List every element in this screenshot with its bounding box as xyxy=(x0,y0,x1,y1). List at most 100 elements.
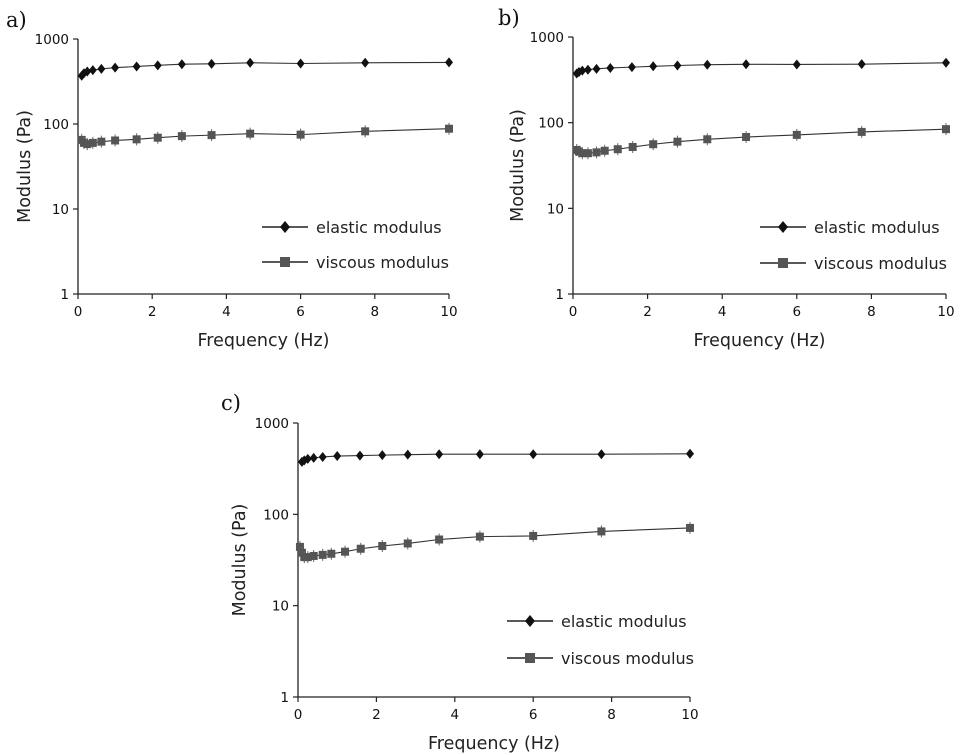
data-point-diamond xyxy=(742,59,751,70)
data-point-diamond xyxy=(309,452,318,463)
data-point-diamond xyxy=(403,449,412,460)
data-point-square xyxy=(613,145,622,154)
data-point-square xyxy=(153,133,162,142)
x-tick-label: 10 xyxy=(440,304,457,320)
y-axis-title: Modulus (Pa) xyxy=(230,504,250,617)
legend-label: elastic modulus xyxy=(561,612,687,631)
y-tick-label: 1 xyxy=(60,287,69,303)
y-tick-label: 1 xyxy=(280,690,289,706)
x-tick-label: 6 xyxy=(529,707,538,723)
data-point-square xyxy=(97,137,106,146)
y-tick-label: 100 xyxy=(538,116,564,132)
legend-marker-diamond xyxy=(525,615,535,627)
data-point-square xyxy=(207,131,216,140)
x-axis-title: Frequency (Hz) xyxy=(694,331,826,351)
data-point-diamond xyxy=(177,59,186,70)
data-point-square xyxy=(600,146,609,155)
series-elastic xyxy=(297,448,694,467)
x-tick-label: 8 xyxy=(607,707,616,723)
x-tick-label: 8 xyxy=(867,304,876,320)
data-point-diamond xyxy=(583,64,592,75)
data-point-diamond xyxy=(649,61,658,72)
legend-label: viscous modulus xyxy=(814,254,947,273)
data-point-diamond xyxy=(97,63,106,74)
data-point-square xyxy=(297,548,306,557)
chart-panel-2: b) 1 10 100 1000 0 2 4 6 8 10 Frequency (Hz) Modulus… xyxy=(498,6,955,351)
y-tick-label: 1000 xyxy=(255,416,289,432)
data-point-square xyxy=(592,148,601,157)
data-point-square xyxy=(341,547,350,556)
x-tick-label: 0 xyxy=(294,707,303,723)
x-tick-label: 6 xyxy=(296,304,305,320)
data-point-square xyxy=(686,523,694,532)
data-point-square xyxy=(378,542,387,551)
data-point-diamond xyxy=(303,453,312,464)
data-point-diamond xyxy=(606,62,615,73)
data-point-diamond xyxy=(132,61,141,72)
x-tick-label: 8 xyxy=(371,304,380,320)
data-point-square xyxy=(583,149,592,158)
data-point-diamond xyxy=(378,450,387,461)
data-point-square xyxy=(403,539,412,548)
data-point-diamond xyxy=(83,66,92,77)
chart-panel-3: c) 1 10 100 1000 0 2 4 6 8 10 Frequency (Hz) Modulus… xyxy=(221,391,699,754)
data-point-square xyxy=(673,137,682,146)
legend-label: viscous modulus xyxy=(561,649,694,668)
data-point-diamond xyxy=(435,449,444,460)
series-line xyxy=(299,527,691,558)
data-point-diamond xyxy=(673,60,682,71)
data-point-diamond xyxy=(246,57,255,68)
data-point-square xyxy=(475,532,484,541)
data-point-square xyxy=(318,550,327,559)
legend: elastic modulus viscous modulus xyxy=(262,218,449,272)
y-tick-label: 1000 xyxy=(530,30,564,46)
data-point-diamond xyxy=(88,65,97,76)
data-point-diamond xyxy=(529,449,538,460)
data-point-diamond xyxy=(792,59,801,70)
data-point-diamond xyxy=(592,63,601,74)
x-tick-label: 2 xyxy=(148,304,157,320)
x-tick-label: 0 xyxy=(569,304,578,320)
data-point-square xyxy=(529,531,538,540)
x-tick-label: 2 xyxy=(372,707,381,723)
x-tick-label: 0 xyxy=(74,304,83,320)
data-point-diamond xyxy=(445,57,453,68)
legend: elastic modulus viscous modulus xyxy=(760,218,947,273)
y-tick-label: 100 xyxy=(43,117,69,133)
series-elastic xyxy=(572,57,950,79)
x-axis-title: Frequency (Hz) xyxy=(428,734,560,754)
data-point-diamond xyxy=(627,62,636,73)
legend-label: viscous modulus xyxy=(316,253,449,272)
data-point-square xyxy=(649,140,658,149)
legend-marker-diamond xyxy=(280,221,290,233)
legend-label: elastic modulus xyxy=(316,218,442,237)
data-point-square xyxy=(597,527,606,536)
x-tick-label: 4 xyxy=(451,707,460,723)
data-point-diamond xyxy=(296,58,305,69)
data-point-square xyxy=(703,135,712,144)
data-point-square xyxy=(132,135,141,144)
data-point-square xyxy=(88,138,97,147)
legend-marker-square xyxy=(778,258,788,268)
y-tick-label: 1000 xyxy=(35,32,69,48)
legend-marker-square xyxy=(280,257,290,267)
data-point-diamond xyxy=(207,58,216,69)
data-point-diamond xyxy=(578,65,587,76)
x-tick-label: 2 xyxy=(643,304,652,320)
y-axis-title: Modulus (Pa) xyxy=(508,109,528,222)
y-tick-label: 10 xyxy=(547,201,564,217)
data-point-square xyxy=(942,125,950,134)
data-point-square xyxy=(356,544,365,553)
data-point-square xyxy=(857,127,866,136)
data-point-square xyxy=(309,551,318,560)
data-point-square xyxy=(296,130,305,139)
data-point-square xyxy=(578,149,587,158)
panel-letter: a) xyxy=(6,8,27,32)
data-point-square xyxy=(295,542,304,551)
data-point-diamond xyxy=(153,60,162,71)
x-tick-label: 4 xyxy=(222,304,231,320)
data-point-diamond xyxy=(703,59,712,70)
data-point-square xyxy=(742,133,751,142)
x-axis-title: Frequency (Hz) xyxy=(198,331,330,351)
data-point-square xyxy=(246,129,255,138)
